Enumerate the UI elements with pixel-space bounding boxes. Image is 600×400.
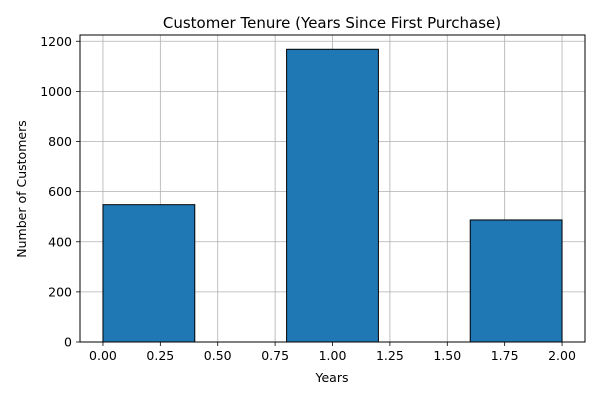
y-tick-label: 1200 xyxy=(40,34,72,49)
x-axis-label: Years xyxy=(315,370,349,385)
x-tick-label: 0.25 xyxy=(146,348,174,363)
y-tick-label: 400 xyxy=(48,234,72,249)
bar-2 xyxy=(286,48,379,343)
bar-1 xyxy=(102,204,196,343)
x-tick-label: 1.00 xyxy=(319,348,347,363)
x-axis-ticks: 0.00 0.25 0.50 0.75 1.00 1.25 1.50 1.75 2.00 xyxy=(89,342,576,363)
y-tick-label: 200 xyxy=(48,284,72,299)
x-tick-label: 1.25 xyxy=(376,348,404,363)
y-tick-label: 800 xyxy=(48,134,72,149)
y-tick-label: 600 xyxy=(48,184,72,199)
x-tick-label: 0.75 xyxy=(261,348,289,363)
chart-title: Customer Tenure (Years Since First Purch… xyxy=(163,14,501,32)
x-tick-label: 1.50 xyxy=(433,348,461,363)
y-axis-ticks: 0 200 400 600 800 1000 1200 xyxy=(40,34,80,350)
x-tick-label: 2.00 xyxy=(548,348,576,363)
bar-3 xyxy=(469,219,563,343)
y-tick-label: 0 xyxy=(64,335,72,350)
x-tick-label: 0.00 xyxy=(89,348,117,363)
x-tick-label: 0.50 xyxy=(204,348,232,363)
bars xyxy=(102,48,563,343)
y-axis-label: Number of Customers xyxy=(14,120,29,257)
y-tick-label: 1000 xyxy=(40,84,72,99)
x-tick-label: 1.75 xyxy=(491,348,519,363)
